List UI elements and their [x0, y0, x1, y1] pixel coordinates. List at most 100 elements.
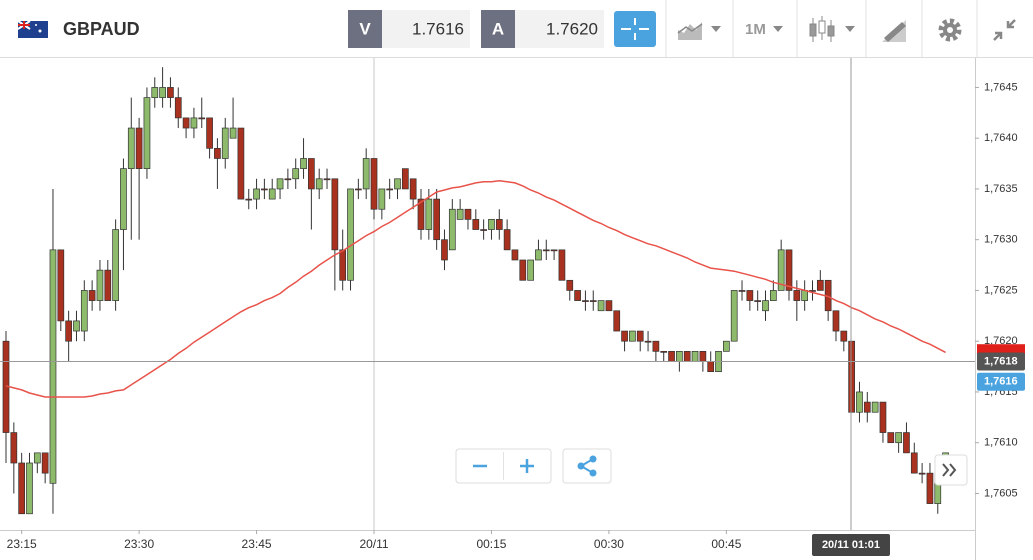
candle-body: [214, 147, 221, 159]
dropdown-arrow[interactable]: [845, 26, 855, 32]
candle-body: [503, 229, 511, 251]
candle-body: [527, 259, 534, 281]
candle-body: [276, 178, 284, 190]
candle-body: [104, 269, 112, 301]
candle-body: [699, 351, 707, 362]
candle-body: [370, 158, 378, 210]
scroll-end-icon[interactable]: [942, 463, 957, 477]
buy-price-bg[interactable]: [515, 10, 604, 48]
share-lines[interactable]: [579, 458, 594, 474]
flag: [17, 20, 48, 38]
candle-body: [605, 300, 613, 312]
flag-cross-red: [18, 21, 30, 29]
candle-body: [417, 198, 425, 230]
candle-body: [159, 87, 166, 98]
candle-body: [863, 401, 871, 413]
candle-body: [80, 290, 88, 332]
dropdown-arrow[interactable]: [773, 26, 783, 32]
candle-body: [33, 452, 41, 464]
candle-body: [558, 249, 566, 281]
candle-body: [127, 127, 135, 169]
candle-icon[interactable]: [827, 25, 835, 37]
candle-body: [676, 351, 683, 362]
y-tick-label: 1,7605: [984, 487, 1018, 499]
candle-body: [871, 401, 879, 413]
candle-body: [206, 117, 213, 149]
gear-hole[interactable]: [947, 27, 953, 33]
sell-label-bg[interactable]: [348, 10, 382, 48]
bid-marker: [977, 372, 1025, 391]
crosshair-icon[interactable]: [621, 18, 649, 40]
candle-body: [511, 249, 519, 261]
candle-body: [386, 188, 394, 191]
candle-body: [96, 269, 104, 301]
candle-body: [261, 188, 268, 191]
candle-body: [41, 452, 49, 474]
x-tick-label: 23:45: [242, 537, 272, 551]
candle-body: [691, 351, 699, 362]
candle-body: [268, 188, 276, 200]
y-tick-label: 1,7625: [984, 284, 1018, 296]
collapse-icon[interactable]: [993, 31, 1003, 41]
candle-body: [135, 127, 143, 169]
timeframe[interactable]: 1M: [745, 21, 766, 38]
candle-body: [49, 249, 57, 484]
candle-body: [331, 178, 339, 251]
buy-label[interactable]: A: [492, 19, 504, 38]
zoom-in[interactable]: [520, 459, 534, 473]
collapse-icon[interactable]: [1006, 19, 1016, 29]
candle-body: [472, 219, 480, 230]
candle-body: [519, 259, 527, 281]
candle-body: [378, 188, 386, 210]
candle-body: [26, 462, 33, 515]
settings-button[interactable]: [938, 18, 962, 42]
candle-body: [762, 300, 769, 312]
share-button[interactable]: [562, 448, 612, 484]
candle-body: [918, 472, 926, 475]
sell-box[interactable]: V 1.7616: [348, 10, 470, 48]
candle-body: [574, 290, 581, 301]
candle-body: [683, 351, 691, 362]
buy-label-bg[interactable]: [481, 10, 515, 48]
candle-body: [793, 290, 801, 301]
buy-price[interactable]: 1.7620: [546, 19, 598, 38]
share-icon[interactable]: [577, 455, 597, 477]
candle-body: [769, 290, 777, 301]
crosshair-button[interactable]: [614, 11, 656, 47]
flag-star: [38, 29, 42, 33]
buy-box[interactable]: A 1.7620: [481, 10, 604, 48]
candle-body: [464, 208, 472, 220]
candle-body: [143, 97, 151, 169]
candle-body: [456, 208, 464, 220]
candle-body: [730, 290, 738, 342]
indicator-button[interactable]: [677, 22, 721, 40]
draw-icon[interactable]: [884, 22, 906, 42]
candle-body: [221, 127, 229, 159]
crosshair-price-box: [977, 352, 1025, 371]
candle-icon[interactable]: [809, 23, 817, 37]
candle-body: [182, 117, 190, 129]
sell-price-bg[interactable]: [382, 10, 470, 48]
indicator-icon-line[interactable]: [677, 23, 703, 34]
candle-body: [488, 219, 495, 230]
chart-type-button[interactable]: [809, 16, 855, 42]
candle-icon[interactable]: [818, 20, 826, 34]
candle-body: [308, 158, 315, 190]
sell-price[interactable]: 1.7616: [412, 19, 464, 38]
candle-body: [589, 300, 597, 302]
candle-body: [167, 87, 174, 98]
candle-body: [323, 178, 331, 181]
collapse-button[interactable]: [993, 19, 1016, 41]
sell-label[interactable]: V: [359, 19, 371, 38]
candle-body: [816, 279, 824, 291]
gear-teeth[interactable]: [938, 18, 962, 42]
scroll-end-button[interactable]: [934, 454, 968, 486]
timeframe-button[interactable]: 1M: [745, 21, 783, 38]
candle-body: [723, 340, 730, 352]
draw-button[interactable]: [882, 20, 906, 42]
indicator-icon[interactable]: [678, 22, 702, 40]
candle-body: [550, 249, 558, 252]
crosshair-button-bg[interactable]: [614, 11, 656, 47]
candle-body: [777, 249, 785, 291]
dropdown-arrow[interactable]: [711, 26, 721, 32]
